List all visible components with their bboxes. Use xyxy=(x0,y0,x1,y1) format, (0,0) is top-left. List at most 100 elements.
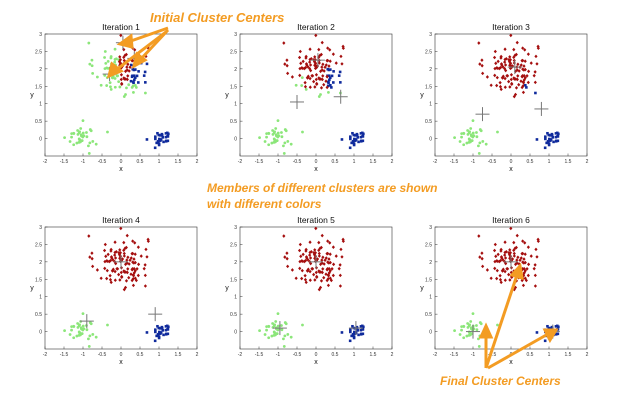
point-red-cluster xyxy=(132,257,136,261)
point-red-cluster xyxy=(523,48,527,52)
point-red-cluster xyxy=(108,273,112,278)
point-blue-cluster xyxy=(554,135,558,139)
point-red-cluster xyxy=(120,257,125,261)
arrowhead xyxy=(116,33,134,49)
point-red-cluster xyxy=(341,46,345,51)
x-tick-label: -2 xyxy=(43,159,48,165)
point-green-cluster xyxy=(276,312,280,316)
x-tick-label: 2 xyxy=(391,352,394,358)
point-blue-cluster xyxy=(544,135,547,138)
point-red-cluster xyxy=(509,77,513,82)
y-axis-label: y xyxy=(225,285,229,292)
point-blue-cluster xyxy=(535,331,539,334)
point-green-cluster xyxy=(87,345,91,348)
point-blue-cluster xyxy=(131,67,135,71)
point-red-cluster xyxy=(521,239,525,243)
point-red-cluster xyxy=(480,251,484,255)
point-blue-cluster xyxy=(155,334,158,338)
point-red-cluster xyxy=(300,268,304,273)
x-tick-label: -1.5 xyxy=(60,352,69,358)
point-red-cluster xyxy=(512,58,516,63)
point-red-cluster xyxy=(495,83,499,88)
point-red-cluster xyxy=(326,58,330,63)
point-red-cluster xyxy=(478,62,482,66)
x-tick-label: 1.5 xyxy=(370,159,377,165)
point-green-cluster xyxy=(117,80,121,84)
point-red-cluster xyxy=(118,254,122,258)
point-red-cluster xyxy=(125,233,129,238)
point-red-cluster xyxy=(90,251,94,255)
point-green-cluster xyxy=(79,133,83,137)
arrow-line xyxy=(127,26,169,44)
point-red-cluster xyxy=(290,268,294,272)
point-green-cluster xyxy=(80,139,84,143)
point-blue-cluster xyxy=(157,326,161,330)
point-blue-cluster xyxy=(535,138,539,141)
point-blue-cluster xyxy=(133,76,137,80)
x-tick-label: 0 xyxy=(315,159,318,165)
point-red-cluster xyxy=(503,85,507,90)
point-red-cluster xyxy=(139,254,143,258)
point-green-cluster xyxy=(300,84,304,87)
point-blue-cluster xyxy=(360,332,363,336)
point-red-cluster xyxy=(526,52,530,56)
point-red-cluster xyxy=(529,61,533,65)
point-green-cluster xyxy=(271,132,275,136)
x-tick-label: 2 xyxy=(391,159,394,165)
point-green-cluster xyxy=(276,119,280,123)
point-red-cluster xyxy=(309,68,313,73)
scatter-panel-4: Iteration 4 -2 -1.5 -1 -0.5 0 0.5 1 1.5 2 0 0.5 1 1.5… xyxy=(30,215,198,366)
point-green-cluster xyxy=(81,312,85,316)
point-blue-cluster xyxy=(354,138,358,141)
point-red-cluster xyxy=(120,275,124,280)
point-red-cluster xyxy=(507,272,511,277)
point-green-cluster xyxy=(91,71,95,75)
point-red-cluster xyxy=(331,52,335,56)
point-green-cluster xyxy=(283,334,287,338)
point-red-cluster xyxy=(122,270,126,274)
point-blue-cluster xyxy=(158,138,161,141)
point-red-cluster xyxy=(498,258,503,263)
point-red-cluster xyxy=(133,48,137,52)
point-green-cluster xyxy=(91,140,95,143)
point-red-cluster xyxy=(103,266,107,271)
point-red-cluster xyxy=(320,68,324,72)
point-red-cluster xyxy=(496,59,500,64)
point-red-cluster xyxy=(125,68,129,72)
point-red-cluster xyxy=(330,267,334,271)
point-red-cluster xyxy=(99,276,103,281)
x-tick-label: -2 xyxy=(238,159,243,165)
point-red-cluster xyxy=(127,262,131,266)
point-red-cluster xyxy=(111,269,115,273)
point-red-cluster xyxy=(525,267,529,271)
point-red-cluster xyxy=(492,248,497,253)
cluster-center-marker xyxy=(79,314,94,329)
point-red-cluster xyxy=(532,73,536,78)
point-blue-cluster xyxy=(327,81,330,85)
point-red-cluster xyxy=(522,271,526,275)
point-red-cluster xyxy=(321,267,325,271)
point-green-cluster xyxy=(468,331,472,335)
point-green-cluster xyxy=(465,334,469,338)
point-red-cluster xyxy=(122,240,126,245)
point-red-cluster xyxy=(513,285,518,290)
point-red-cluster xyxy=(117,272,121,277)
point-red-cluster xyxy=(497,66,501,71)
axes-frame xyxy=(44,226,198,350)
point-blue-cluster xyxy=(340,138,344,141)
point-blue-cluster xyxy=(327,74,331,78)
point-red-cluster xyxy=(516,255,520,260)
point-red-cluster xyxy=(503,60,507,64)
point-red-cluster xyxy=(312,272,316,277)
point-red-cluster xyxy=(318,69,323,74)
point-red-cluster xyxy=(501,64,505,69)
point-red-cluster xyxy=(492,55,497,60)
x-tick-label: -1 xyxy=(471,352,476,358)
point-red-cluster xyxy=(122,58,126,63)
x-axis-label: x xyxy=(314,166,318,173)
x-tick-label: -2 xyxy=(433,159,438,165)
point-red-cluster xyxy=(317,240,321,245)
point-red-cluster xyxy=(536,239,540,244)
point-red-cluster xyxy=(313,85,317,89)
point-green-cluster xyxy=(484,142,488,146)
